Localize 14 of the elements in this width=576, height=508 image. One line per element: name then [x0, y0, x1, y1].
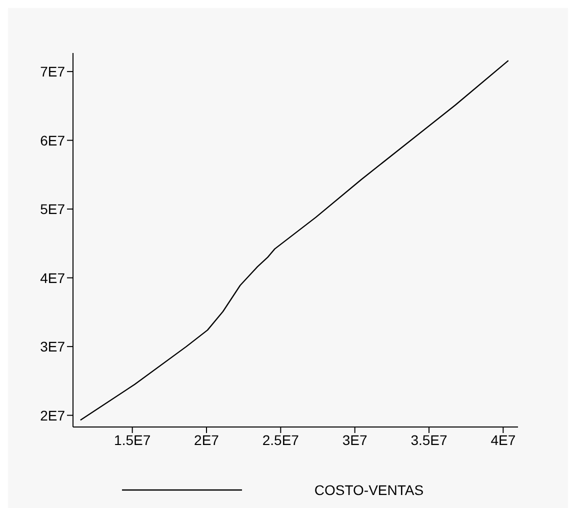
- text: COSTO-VENTAS: [314, 482, 424, 498]
- y-tick-label: 2E7: [40, 407, 66, 424]
- x-tick-label: 1.5E7: [114, 432, 151, 448]
- y-tick-label: 5E7: [40, 201, 66, 218]
- x-tick-label: 3.5E7: [410, 432, 448, 448]
- x-tick-label: 2E7: [194, 432, 220, 448]
- line-series: [80, 60, 509, 421]
- y-tick-label: 4E7: [40, 270, 66, 286]
- x-tick-label: 4E7: [490, 432, 516, 448]
- x-tick-label: 3E7: [342, 432, 368, 448]
- x-tick-label: 2.5E7: [262, 432, 300, 448]
- y-tick-label: 7E7: [40, 64, 66, 80]
- y-tick-label: 6E7: [40, 132, 66, 148]
- y-tick-label: 3E7: [40, 338, 66, 355]
